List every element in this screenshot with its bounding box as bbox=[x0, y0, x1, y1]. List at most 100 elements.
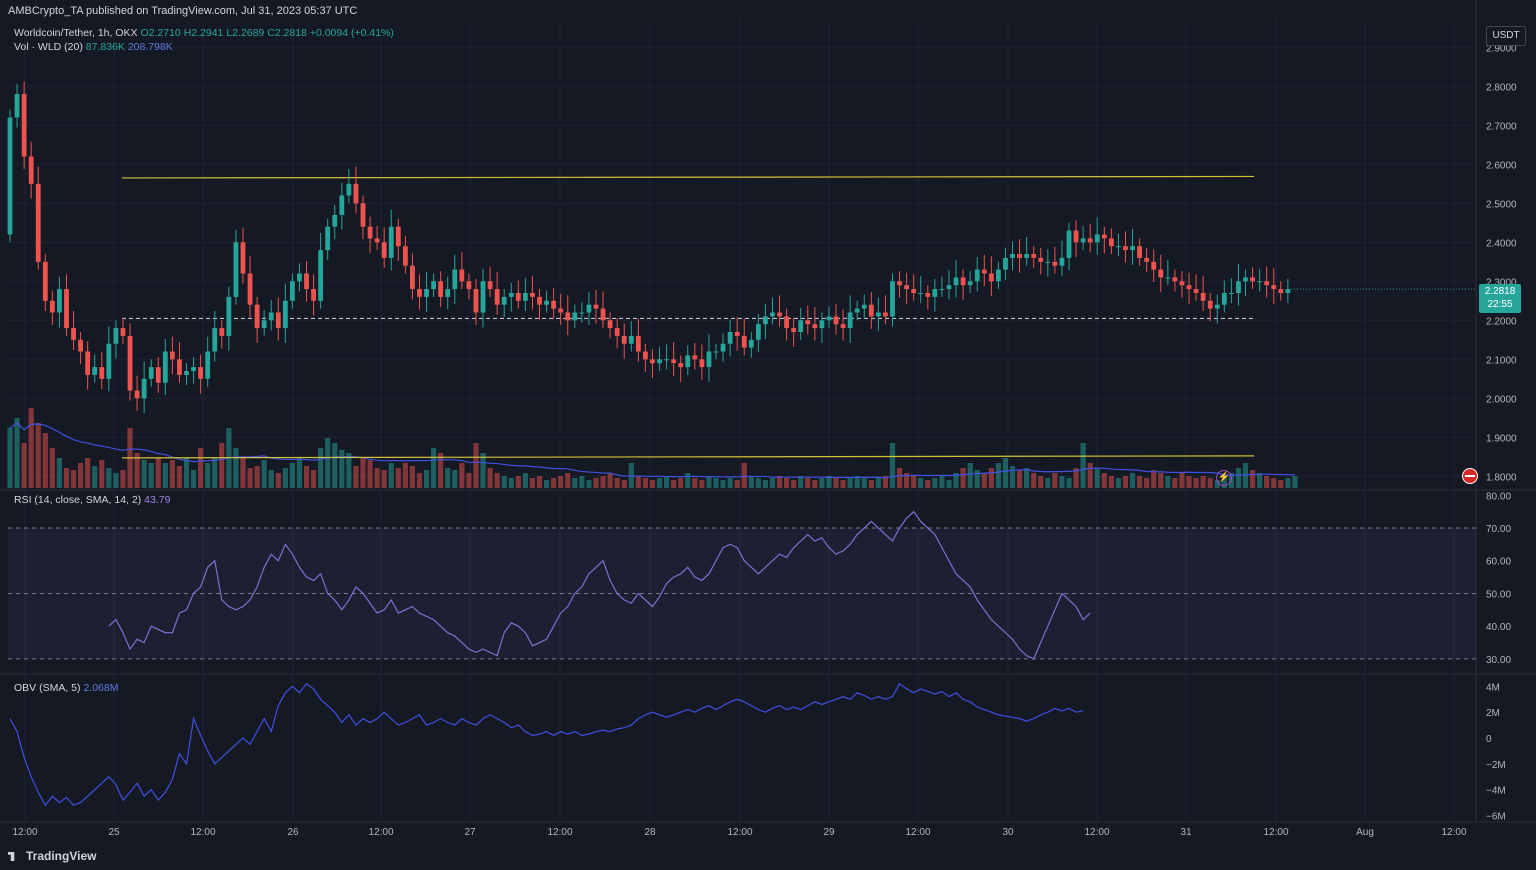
volume-bar bbox=[296, 458, 303, 488]
candle-body bbox=[162, 351, 168, 383]
volume-bar bbox=[882, 476, 889, 488]
candle-body bbox=[282, 300, 288, 329]
volume-bar bbox=[445, 468, 451, 488]
x-tick-label: 12:00 bbox=[190, 827, 215, 838]
volume-bar bbox=[1108, 476, 1114, 488]
volume-bar bbox=[35, 423, 41, 488]
candle-body bbox=[911, 289, 917, 293]
candle-body bbox=[960, 277, 966, 286]
ohlc-low: L2.2689 bbox=[226, 27, 265, 39]
candle-body bbox=[113, 328, 119, 344]
volume-bar bbox=[565, 473, 571, 488]
candle-body bbox=[1214, 304, 1220, 309]
candle-body bbox=[1116, 246, 1121, 248]
volume-bar bbox=[762, 480, 769, 488]
volume-bar bbox=[586, 480, 592, 488]
candle-body bbox=[1228, 293, 1234, 294]
candle-body bbox=[494, 289, 500, 305]
us-flag-icon[interactable] bbox=[1462, 468, 1478, 484]
rsi-axis-label: 70.00 bbox=[1486, 524, 1511, 535]
resistance-line bbox=[121, 175, 1255, 179]
lightning-icon[interactable]: ⚡ bbox=[1216, 470, 1232, 486]
candle-body bbox=[706, 351, 712, 368]
candle-body bbox=[219, 328, 225, 336]
candle-body bbox=[988, 273, 994, 282]
volume-bar bbox=[671, 480, 677, 488]
candle-body bbox=[946, 285, 952, 290]
candle-body bbox=[141, 378, 147, 399]
candle-body bbox=[643, 351, 648, 360]
candle-body bbox=[402, 246, 408, 266]
rsi-label[interactable]: RSI (14, close, SMA, 14, 2) bbox=[14, 494, 142, 506]
obv-axis-label: 0 bbox=[1486, 734, 1492, 745]
candle-body bbox=[763, 316, 768, 325]
symbol-name[interactable]: Worldcoin/Tether, 1h, OKX bbox=[14, 27, 138, 39]
volume-bar bbox=[1101, 473, 1107, 488]
volume-bar bbox=[776, 476, 783, 488]
volume-bar bbox=[974, 470, 980, 488]
volume-bar bbox=[212, 458, 218, 488]
candle-body bbox=[275, 312, 281, 329]
candle-body bbox=[1271, 285, 1277, 290]
candle-body bbox=[1059, 257, 1065, 266]
candle-body bbox=[1243, 277, 1248, 282]
volume-bar bbox=[699, 480, 705, 488]
ohlc-high: H2.2941 bbox=[183, 27, 224, 39]
volume-bar bbox=[494, 473, 500, 488]
candle-body bbox=[1080, 238, 1086, 243]
volume-bar bbox=[1292, 476, 1298, 488]
volume-bar bbox=[847, 478, 853, 488]
volume-bar bbox=[508, 478, 514, 488]
candle-body bbox=[64, 289, 69, 329]
volume-bar bbox=[1052, 473, 1058, 488]
candle-body bbox=[1017, 254, 1022, 258]
candle-body bbox=[741, 335, 747, 348]
volume-bar bbox=[289, 463, 295, 488]
candle-body bbox=[14, 94, 20, 118]
volume-bar bbox=[1137, 476, 1143, 488]
candle-body bbox=[847, 312, 853, 329]
price-axis-label: 2.4000 bbox=[1486, 238, 1517, 249]
volume-bar bbox=[28, 408, 34, 488]
volume-label[interactable]: Vol · WLD (20) bbox=[14, 41, 83, 53]
volume-bar bbox=[678, 478, 684, 488]
volume-bar bbox=[402, 463, 408, 488]
volume-bar bbox=[663, 476, 670, 488]
candle-body bbox=[1038, 257, 1044, 262]
currency-button[interactable]: USDT bbox=[1486, 26, 1526, 46]
volume-bar bbox=[318, 448, 324, 488]
x-tick-label: 12:00 bbox=[1084, 827, 1109, 838]
volume-bar bbox=[219, 443, 225, 488]
candle-body bbox=[360, 203, 366, 227]
volume-bar bbox=[339, 450, 345, 488]
candle-body bbox=[78, 339, 83, 352]
candle-body bbox=[890, 281, 895, 317]
candle-body bbox=[374, 238, 380, 243]
candle-body bbox=[897, 281, 902, 286]
candle-body bbox=[1144, 257, 1150, 262]
volume-bar bbox=[169, 460, 175, 488]
candle-body bbox=[918, 293, 924, 294]
candle-body bbox=[247, 273, 253, 305]
volume-bar bbox=[190, 470, 197, 488]
obv-label[interactable]: OBV (SMA, 5) bbox=[14, 682, 81, 694]
volume-bar bbox=[1257, 473, 1263, 488]
volume-bar bbox=[713, 478, 719, 488]
volume-bar bbox=[614, 478, 620, 488]
x-tick-label: 31 bbox=[1180, 827, 1192, 838]
volume-bar bbox=[438, 453, 444, 488]
volume-bar bbox=[388, 463, 394, 488]
candle-body bbox=[148, 367, 154, 379]
candle-body bbox=[508, 293, 514, 297]
volume-bar bbox=[1122, 476, 1129, 488]
price-axis-label: 2.1000 bbox=[1486, 355, 1517, 366]
volume-bar bbox=[522, 473, 528, 488]
price-axis-label: 2.2000 bbox=[1486, 316, 1517, 327]
candle-body bbox=[579, 312, 585, 314]
candle-body bbox=[1250, 277, 1255, 282]
candle-body bbox=[685, 355, 691, 368]
candle-body bbox=[621, 335, 627, 344]
candle-body bbox=[826, 316, 832, 321]
candle-body bbox=[1165, 277, 1171, 279]
